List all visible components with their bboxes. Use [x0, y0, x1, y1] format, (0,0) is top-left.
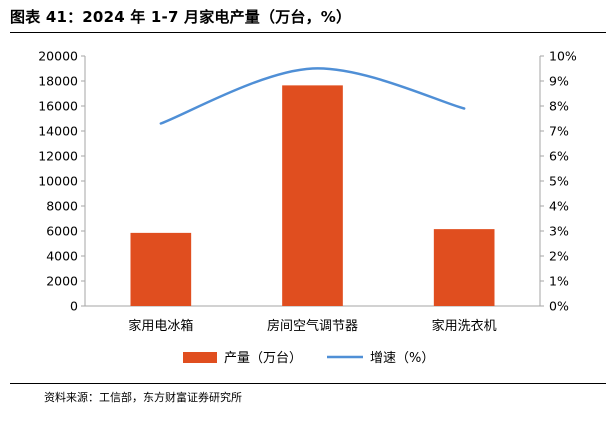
y-right-tick-label: 7% [549, 124, 569, 139]
bar [433, 229, 495, 306]
title-divider [10, 32, 606, 33]
x-category-label: 家用洗衣机 [432, 318, 497, 334]
bar [282, 85, 343, 306]
y-right-tick-label: 0% [549, 299, 569, 314]
y-right-tick-label: 2% [549, 249, 569, 264]
y-left-tick-label: 2000 [46, 274, 78, 289]
y-left-tick-label: 4000 [46, 249, 78, 264]
x-category-label: 家用电冰箱 [128, 318, 193, 334]
y-right-tick-label: 5% [549, 174, 569, 189]
growth-series-line [159, 67, 466, 125]
y-right-tick-label: 10% [549, 49, 577, 64]
bar [130, 232, 192, 306]
y-left-tick-label: 6000 [46, 224, 78, 239]
y-left-tick-label: 14000 [38, 124, 78, 139]
y-left-tick-label: 12000 [38, 149, 78, 164]
y-right-tick-label: 4% [549, 199, 569, 214]
y-left-tick-label: 0 [70, 299, 78, 314]
y-right-tick-label: 3% [549, 224, 569, 239]
source-divider [10, 383, 606, 384]
y-left-tick-label: 20000 [38, 49, 78, 64]
y-right-tick-label: 1% [549, 274, 569, 289]
y-left-tick-label: 16000 [38, 99, 78, 114]
y-right-tick-label: 8% [549, 99, 569, 114]
figure-title: 图表 41：2024 年 1-7 月家电产量（万台，%） [10, 8, 352, 26]
x-category-label: 房间空气调节器 [267, 318, 358, 334]
legend-bar-label: 产量（万台） [224, 351, 302, 366]
legend-bar-swatch [183, 352, 217, 363]
y-left-tick-label: 8000 [46, 199, 78, 214]
y-right-tick-label: 9% [549, 74, 569, 89]
legend-line-label: 增速（%） [370, 351, 434, 366]
y-right-tick-label: 6% [549, 149, 569, 164]
y-left-tick-label: 18000 [38, 74, 78, 89]
source-note: 资料来源：工信部，东方财富证券研究所 [44, 391, 242, 404]
y-left-tick-label: 10000 [38, 174, 78, 189]
